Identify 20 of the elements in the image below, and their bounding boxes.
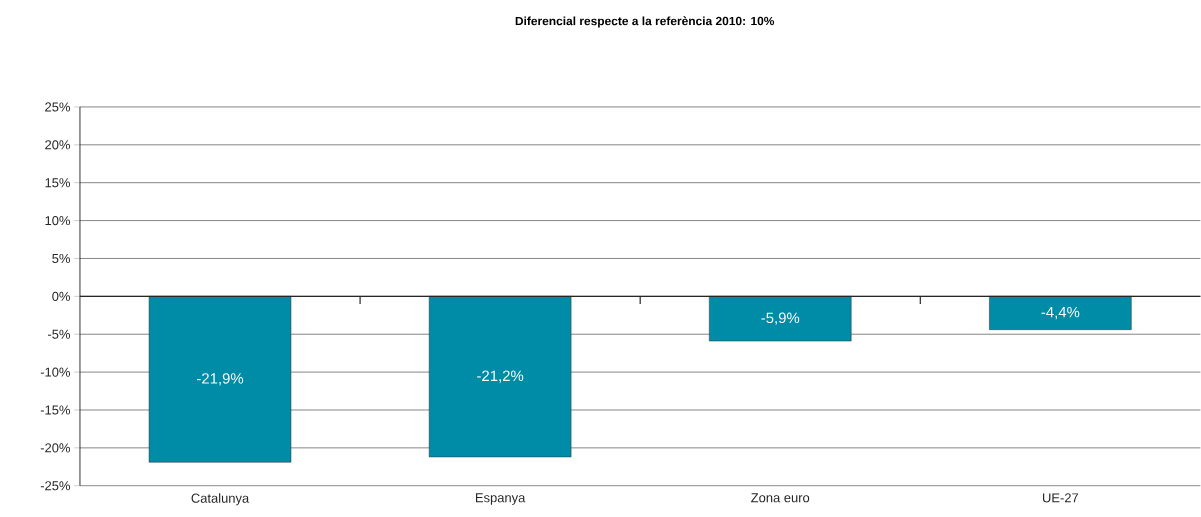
y-tick-label: 15% (45, 178, 70, 188)
x-tick-label: UE-27 (1043, 493, 1079, 503)
data-label: -21,9% (197, 373, 244, 386)
y-tick-label: 0% (52, 291, 70, 302)
y-tick-label: -5% (48, 329, 70, 339)
y-tick-label: 10% (45, 216, 70, 226)
y-tick-label: -10% (40, 367, 70, 377)
chart-title: Diferencial respecte a la referència 2010: 10% (515, 16, 775, 28)
y-tick-label: -15% (40, 405, 70, 415)
data-label: -5,9% (761, 312, 800, 325)
y-tick-label: -20% (40, 443, 70, 453)
y-tick-label: 5% (52, 254, 70, 264)
data-label: -21,2% (477, 370, 524, 383)
y-tick-label: -25% (40, 481, 70, 491)
x-tick-label: Catalunya (191, 493, 250, 506)
data-label: -4,4% (1041, 307, 1080, 320)
x-tick-label: Espanya (476, 493, 526, 505)
y-tick-label: 20% (45, 140, 70, 150)
y-tick-label: 25% (45, 102, 70, 112)
x-tick-label: Zona euro (751, 493, 810, 503)
